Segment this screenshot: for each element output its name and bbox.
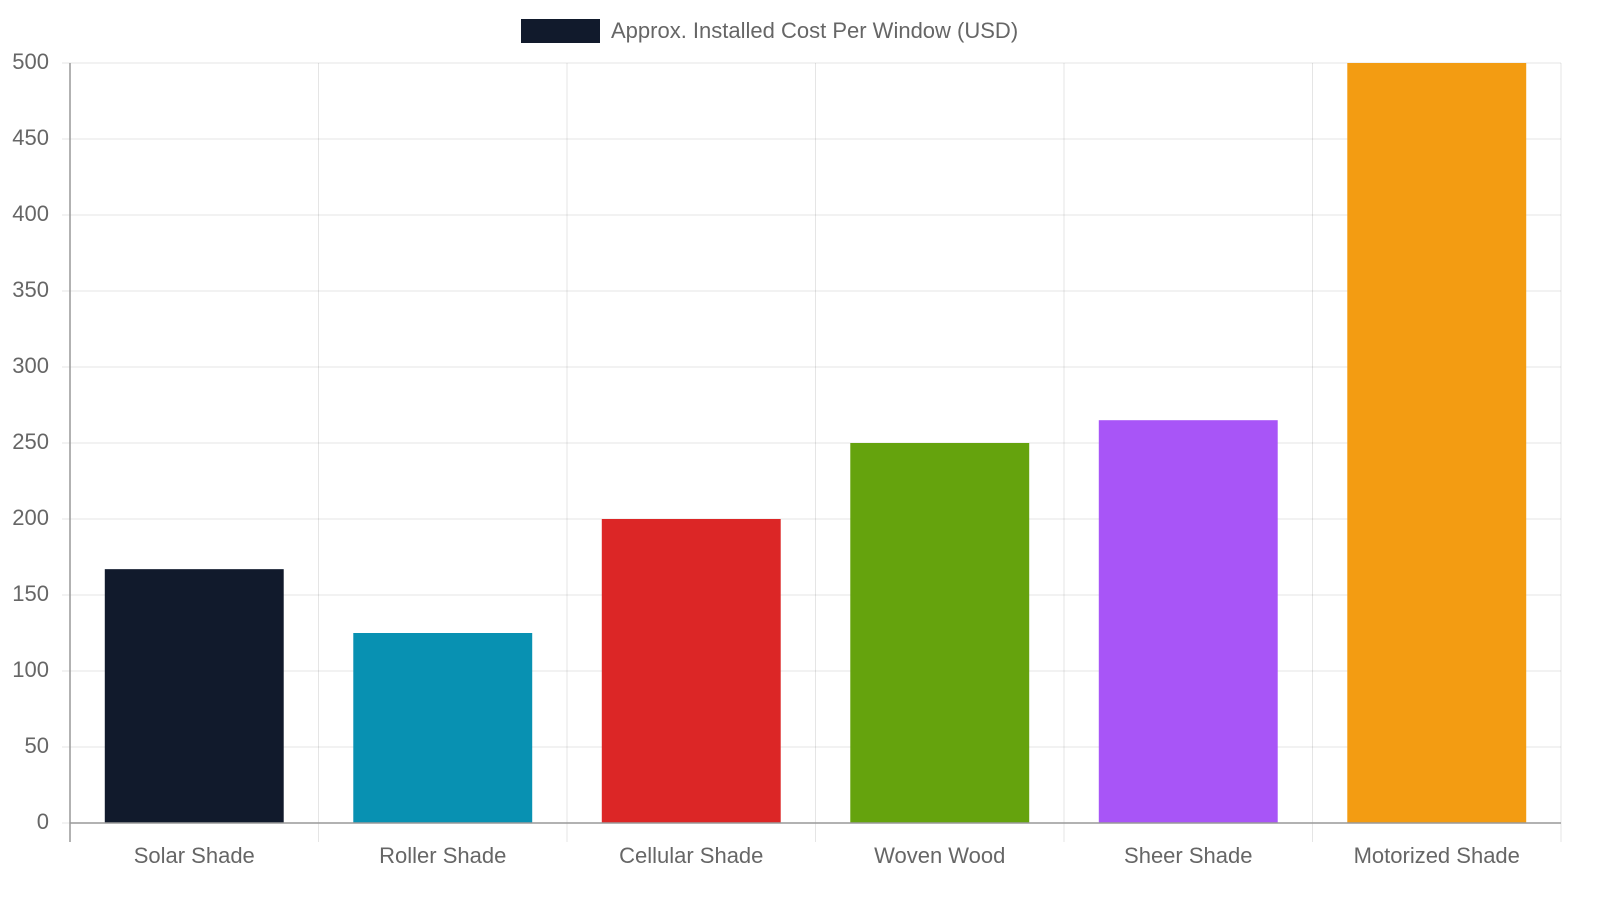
y-tick-label: 300 <box>12 353 49 378</box>
legend-label[interactable]: Approx. Installed Cost Per Window (USD) <box>611 18 1018 43</box>
x-tick-label: Solar Shade <box>134 843 255 868</box>
bar <box>1347 63 1527 823</box>
bar <box>104 569 284 823</box>
y-tick-label: 350 <box>12 277 49 302</box>
y-tick-label: 200 <box>12 505 49 530</box>
x-tick-label: Roller Shade <box>379 843 506 868</box>
x-tick-label: Cellular Shade <box>619 843 763 868</box>
bar <box>353 633 533 823</box>
y-tick-label: 450 <box>12 125 49 150</box>
y-tick-label: 400 <box>12 201 49 226</box>
x-tick-label: Motorized Shade <box>1354 843 1520 868</box>
legend-swatch[interactable] <box>521 19 600 43</box>
y-tick-label: 150 <box>12 581 49 606</box>
y-tick-label: 250 <box>12 429 49 454</box>
bar <box>1098 420 1278 823</box>
y-tick-label: 50 <box>25 733 49 758</box>
bar <box>601 519 781 823</box>
y-tick-label: 100 <box>12 657 49 682</box>
y-tick-label: 500 <box>12 49 49 74</box>
x-tick-label: Woven Wood <box>874 843 1005 868</box>
y-tick-label: 0 <box>37 809 49 834</box>
x-tick-label: Sheer Shade <box>1124 843 1252 868</box>
bar <box>850 443 1030 823</box>
